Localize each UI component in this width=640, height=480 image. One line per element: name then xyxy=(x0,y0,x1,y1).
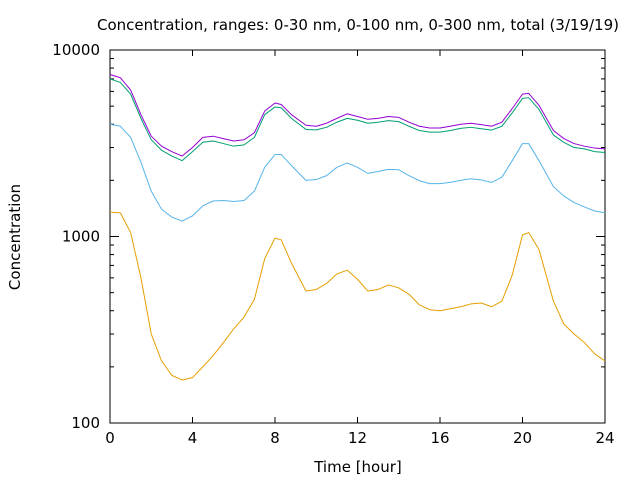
x-tick-label: 8 xyxy=(270,429,280,447)
series-line-3 xyxy=(109,78,606,162)
axes: 0 4 8 12 16 20 24 100 1000 10000 xyxy=(52,41,614,447)
y-tick-label: 10000 xyxy=(52,41,100,59)
series-line-4 xyxy=(109,73,606,157)
y-tick-label: 100 xyxy=(71,414,100,432)
x-tick-label: 16 xyxy=(430,429,449,447)
x-tick-label: 20 xyxy=(513,429,532,447)
y-axis-label: Concentration xyxy=(6,184,24,290)
series-line-2 xyxy=(109,123,606,222)
chart-title: Concentration, ranges: 0-30 nm, 0-100 nm… xyxy=(97,16,619,34)
x-tick-label: 24 xyxy=(595,429,614,447)
y-tick-label: 1000 xyxy=(62,228,100,246)
x-tick-label: 0 xyxy=(105,429,115,447)
x-tick-label: 12 xyxy=(348,429,367,447)
series-group xyxy=(109,73,606,381)
series-line-1 xyxy=(109,211,606,381)
x-axis-label: Time [hour] xyxy=(313,458,402,476)
x-tick-label: 4 xyxy=(188,429,198,447)
